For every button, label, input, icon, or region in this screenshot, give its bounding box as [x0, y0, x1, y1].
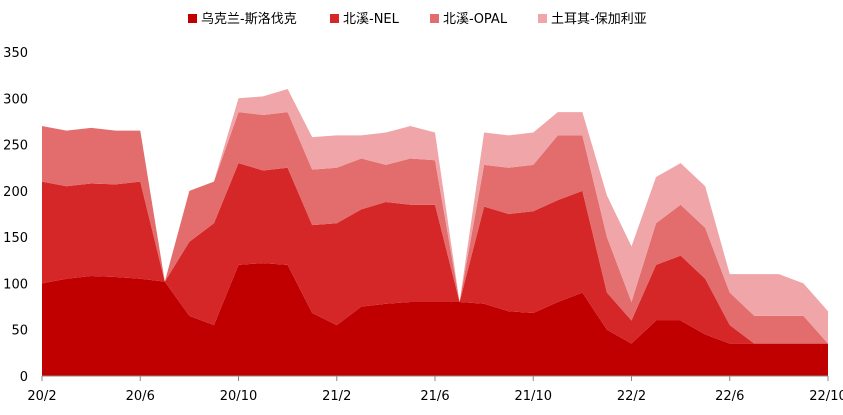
y-tick-label: 350 [3, 46, 28, 61]
y-tick-label: 200 [3, 185, 28, 200]
y-tick-label: 150 [3, 231, 28, 246]
x-tick-label: 21/2 [322, 389, 351, 404]
legend-label: 乌克兰-斯洛伐克 [201, 11, 297, 27]
x-tick-label: 21/6 [420, 389, 449, 404]
y-tick-label: 250 [3, 139, 28, 154]
legend-label: 北溪-NEL [343, 12, 400, 27]
plot-areas [42, 89, 828, 376]
legend-swatch [188, 14, 197, 23]
x-tick-label: 22/6 [715, 389, 744, 404]
legend-swatch [330, 14, 339, 23]
axes: 0 50 100 150 200 250 300 350 20/2 20/6 20/10 21/2 21… [3, 46, 843, 404]
legend-swatch [538, 14, 547, 23]
y-tick-label: 100 [3, 277, 28, 292]
legend-label: 土耳其-保加利亚 [551, 12, 647, 27]
y-tick-label: 0 [20, 370, 28, 385]
legend: 乌克兰-斯洛伐克 北溪-NEL 北溪-OPAL 土耳其-保加利亚 [188, 11, 647, 27]
series-area-3 [42, 112, 828, 344]
x-tick-label: 21/10 [515, 389, 552, 404]
x-tick-label: 22/10 [809, 389, 843, 404]
x-tick-label: 20/6 [126, 389, 155, 404]
legend-label: 北溪-OPAL [443, 12, 508, 27]
y-tick-label: 50 [11, 324, 28, 339]
x-tick-label: 20/2 [27, 389, 56, 404]
series-area-2 [42, 163, 828, 344]
x-tick-label: 20/10 [220, 389, 257, 404]
series-area-1 [42, 263, 828, 376]
y-tick-label: 300 [3, 92, 28, 107]
x-tick-label: 22/2 [617, 389, 646, 404]
series-area-4 [42, 89, 828, 344]
legend-swatch [430, 14, 439, 23]
